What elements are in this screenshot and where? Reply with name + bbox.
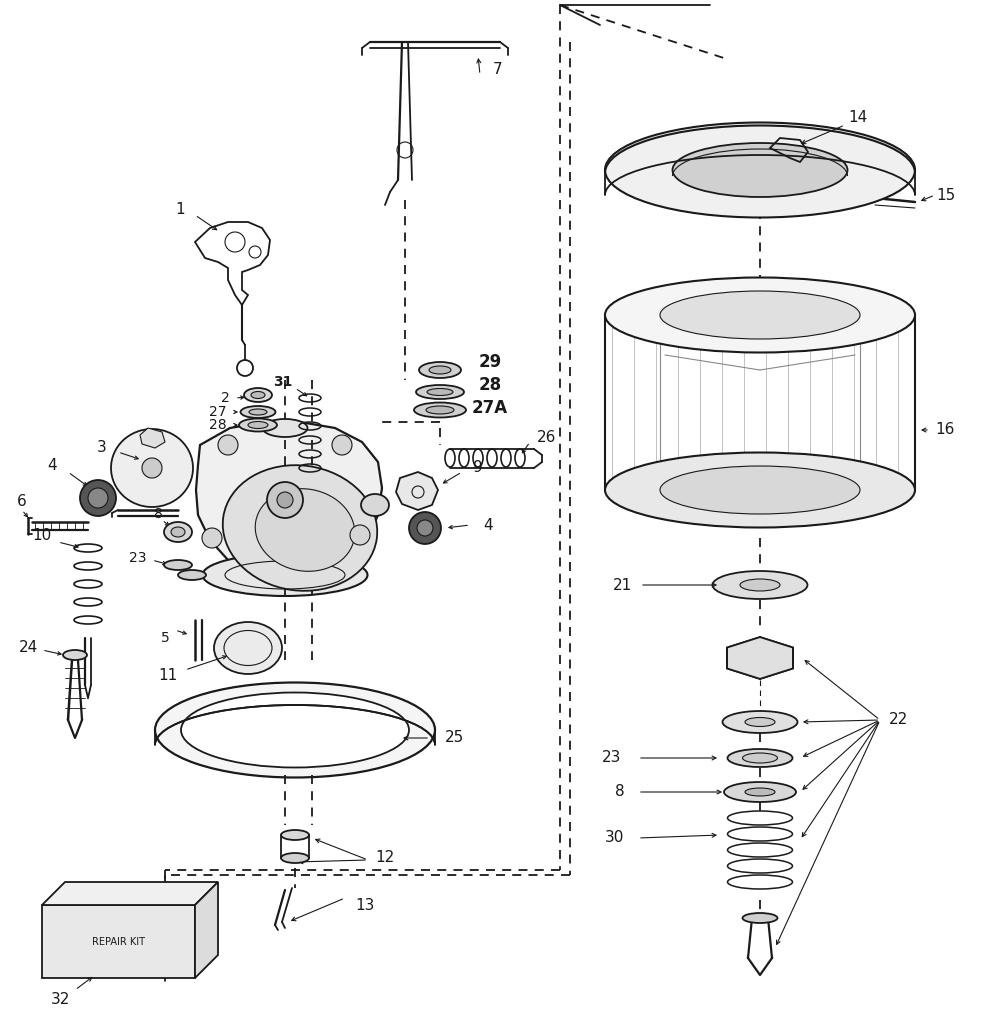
Text: 27: 27	[209, 406, 227, 419]
Circle shape	[417, 520, 433, 536]
Ellipse shape	[740, 579, 780, 591]
Text: REPAIR KIT: REPAIR KIT	[91, 937, 145, 947]
Circle shape	[267, 482, 303, 518]
Text: 23: 23	[602, 751, 622, 766]
Text: 5: 5	[161, 631, 170, 645]
Text: 30: 30	[604, 830, 624, 846]
Ellipse shape	[181, 692, 409, 768]
Text: 25: 25	[445, 730, 464, 745]
Polygon shape	[727, 637, 793, 679]
Text: 7: 7	[493, 62, 503, 78]
Text: 31: 31	[274, 375, 293, 389]
Circle shape	[350, 525, 370, 545]
Polygon shape	[140, 428, 165, 449]
Text: 26: 26	[538, 430, 557, 445]
Text: 15: 15	[936, 187, 955, 203]
Ellipse shape	[171, 527, 185, 537]
Ellipse shape	[63, 650, 87, 660]
Ellipse shape	[605, 453, 915, 527]
Ellipse shape	[605, 123, 915, 217]
Text: 8: 8	[615, 784, 625, 800]
Polygon shape	[196, 422, 382, 578]
Ellipse shape	[427, 388, 453, 395]
Circle shape	[80, 480, 116, 516]
Ellipse shape	[248, 422, 268, 428]
Text: 14: 14	[848, 111, 868, 126]
Ellipse shape	[745, 718, 775, 726]
Circle shape	[218, 435, 238, 455]
Ellipse shape	[426, 406, 454, 414]
Ellipse shape	[361, 494, 389, 516]
Text: 11: 11	[159, 668, 178, 683]
Ellipse shape	[727, 749, 793, 767]
Ellipse shape	[255, 488, 355, 571]
Ellipse shape	[724, 782, 796, 802]
Ellipse shape	[111, 429, 193, 507]
Text: 28: 28	[478, 376, 502, 394]
Ellipse shape	[419, 362, 461, 378]
Text: 10: 10	[33, 527, 52, 543]
Ellipse shape	[244, 388, 272, 402]
Text: 24: 24	[19, 640, 38, 655]
Polygon shape	[396, 472, 438, 510]
Text: 8: 8	[154, 507, 163, 521]
Ellipse shape	[223, 465, 377, 591]
Text: 3: 3	[97, 440, 107, 456]
Ellipse shape	[178, 570, 206, 580]
Text: 13: 13	[355, 897, 375, 912]
Ellipse shape	[249, 409, 267, 415]
Text: 1: 1	[176, 203, 185, 217]
Ellipse shape	[605, 278, 915, 352]
Circle shape	[332, 435, 352, 455]
Ellipse shape	[281, 830, 309, 840]
Ellipse shape	[660, 466, 860, 514]
Ellipse shape	[742, 913, 778, 923]
Text: 2: 2	[220, 391, 229, 406]
Ellipse shape	[251, 391, 265, 398]
Text: 5: 5	[97, 487, 107, 503]
Circle shape	[88, 488, 108, 508]
Ellipse shape	[164, 522, 192, 542]
Ellipse shape	[742, 753, 778, 763]
Text: 12: 12	[375, 851, 395, 865]
Text: 6: 6	[17, 495, 27, 510]
Text: 28: 28	[209, 418, 227, 432]
Text: 32: 32	[51, 992, 69, 1008]
Ellipse shape	[240, 406, 276, 418]
Ellipse shape	[164, 560, 192, 570]
Ellipse shape	[155, 683, 435, 777]
Text: 27A: 27A	[472, 399, 508, 417]
Circle shape	[202, 528, 222, 548]
Ellipse shape	[414, 402, 466, 418]
Circle shape	[409, 512, 441, 544]
Ellipse shape	[263, 419, 308, 437]
Polygon shape	[42, 882, 218, 905]
Ellipse shape	[239, 419, 277, 431]
Ellipse shape	[416, 385, 464, 399]
Ellipse shape	[281, 853, 309, 863]
Circle shape	[142, 458, 162, 478]
Text: 9: 9	[473, 461, 483, 475]
Text: 29: 29	[478, 353, 502, 371]
Text: 4: 4	[48, 458, 57, 472]
Text: 21: 21	[612, 578, 632, 593]
Ellipse shape	[745, 788, 775, 796]
Ellipse shape	[660, 291, 860, 339]
Circle shape	[277, 492, 293, 508]
Text: 16: 16	[935, 423, 954, 437]
Ellipse shape	[214, 622, 282, 674]
Text: 23: 23	[129, 551, 147, 565]
Text: 22: 22	[889, 713, 908, 727]
Text: 4: 4	[483, 517, 493, 532]
Ellipse shape	[722, 711, 798, 733]
Ellipse shape	[673, 143, 847, 197]
Ellipse shape	[429, 366, 451, 374]
Polygon shape	[42, 905, 195, 978]
Polygon shape	[195, 882, 218, 978]
Ellipse shape	[712, 571, 807, 599]
Ellipse shape	[202, 554, 367, 596]
